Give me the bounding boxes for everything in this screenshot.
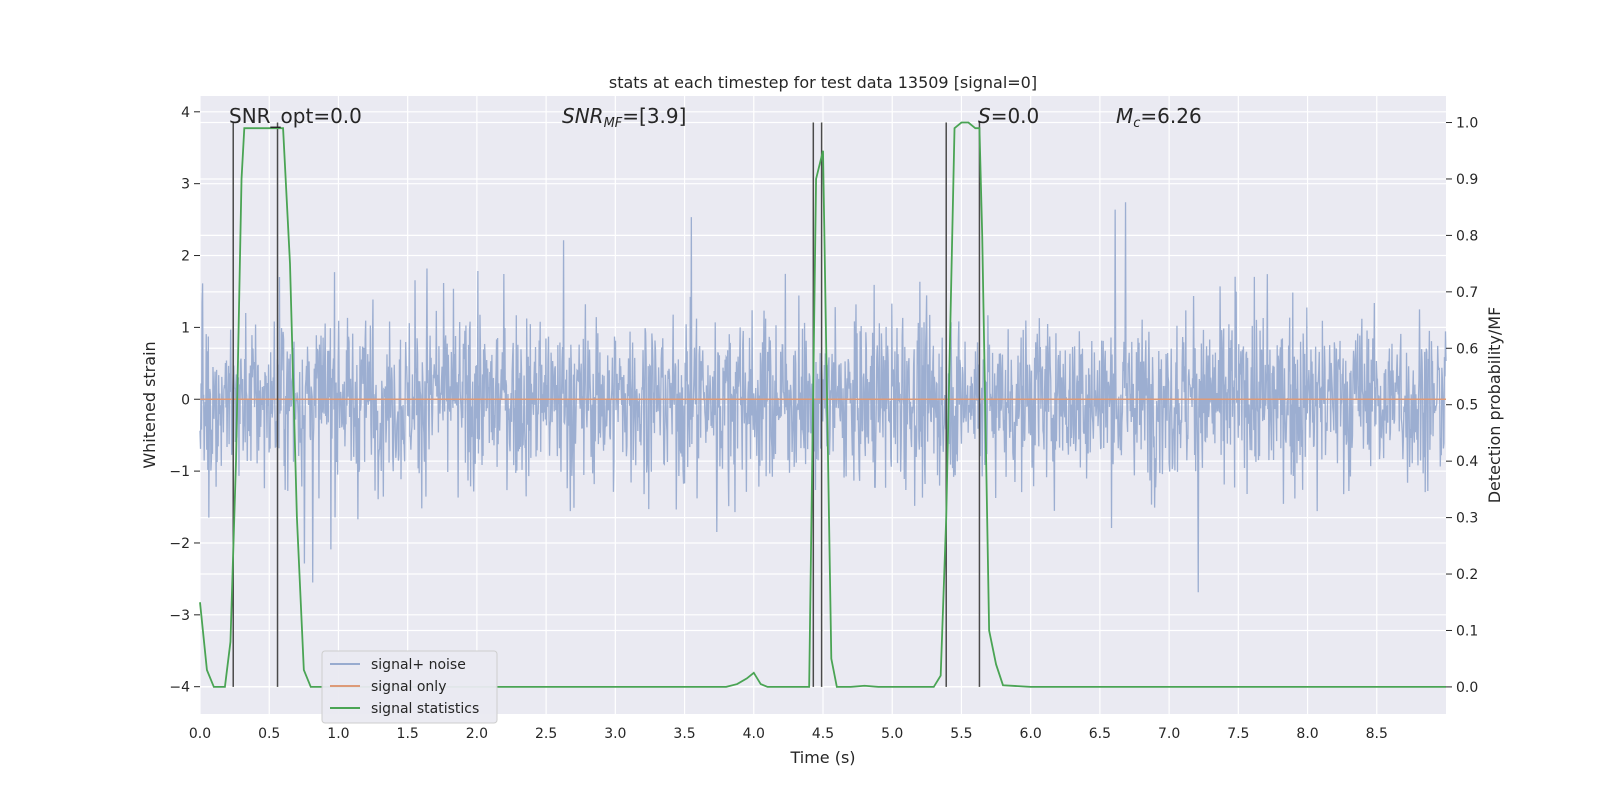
y-left-tick-label: 3 — [181, 177, 190, 193]
y-axis-left-label: Whitened strain — [140, 341, 159, 468]
annotation-snr-mf-prefix: SNR — [562, 104, 604, 128]
x-tick-label: 8.5 — [1366, 726, 1388, 742]
x-tick-label: 2.5 — [535, 726, 557, 742]
y-right-tick-label: 0.4 — [1456, 454, 1478, 470]
y-right-tick-label: 0.0 — [1456, 680, 1478, 696]
y-right-tick-label: 0.8 — [1456, 228, 1478, 244]
annotation-mc-sub: c — [1133, 116, 1140, 131]
x-tick-label: 3.0 — [604, 726, 626, 742]
annotation-s-prefix: S — [978, 104, 991, 128]
annotation-snr-opt: SNR_opt=0.0 — [229, 104, 362, 128]
annotation-snr-mf: SNRMF=[3.9] — [562, 104, 686, 131]
x-tick-label: 7.5 — [1227, 726, 1249, 742]
annotation-mc-prefix: M — [1116, 104, 1133, 128]
x-tick-label: 5.5 — [950, 726, 972, 742]
y-left-tick-label: −3 — [169, 608, 190, 624]
signal-statistics-series — [199, 121, 1446, 688]
x-tick-label: 1.0 — [327, 726, 349, 742]
y-right-tick-label: 0.2 — [1456, 567, 1478, 583]
x-axis-label: Time (s) — [789, 748, 855, 767]
x-tick-label: 4.0 — [743, 726, 765, 742]
y-left-tick-label: −2 — [169, 536, 190, 552]
x-tick-label: 0.0 — [189, 726, 211, 742]
x-tick-label: 3.5 — [673, 726, 695, 742]
x-tick-label: 8.0 — [1296, 726, 1318, 742]
legend-label-signal-statistics: signal statistics — [371, 701, 479, 717]
y-right-tick-label: 0.3 — [1456, 511, 1478, 527]
y-axis-right-label: Detection probability/MF — [1485, 307, 1504, 504]
y-left-tick-label: −1 — [169, 464, 190, 480]
tick-layer: 0.0 0.5 1.0 1.5 2.0 2.5 3.0 3.5 4.0 4.5 5.0 5.5 6.0 6… — [169, 105, 1478, 742]
x-tick-label: 4.5 — [812, 726, 834, 742]
x-tick-label: 6.5 — [1089, 726, 1111, 742]
y-right-tick-label: 0.5 — [1456, 398, 1478, 414]
y-right-tick-label: 1.0 — [1456, 116, 1478, 132]
x-tick-label: 1.5 — [397, 726, 419, 742]
annotation-snr-mf-value: =[3.9] — [622, 104, 686, 128]
vertical-markers — [232, 122, 981, 687]
y-left-tick-label: 2 — [181, 249, 190, 265]
signal-statistics-line — [199, 121, 1446, 688]
y-right-tick-label: 0.6 — [1456, 341, 1478, 357]
legend: signal+ noise signal only signal statist… — [321, 650, 498, 724]
y-right-tick-label: 0.7 — [1456, 285, 1478, 301]
legend-label-signal-only: signal only — [371, 679, 446, 695]
y-right-tick-label: 0.9 — [1456, 172, 1478, 188]
y-right-tick-label: 0.1 — [1456, 623, 1478, 639]
y-left-tick-label: −4 — [169, 680, 190, 696]
x-tick-label: 6.0 — [1020, 726, 1042, 742]
annotation-s: S=0.0 — [978, 104, 1039, 128]
chart-title: stats at each timestep for test data 135… — [609, 73, 1037, 92]
x-tick-label: 7.0 — [1158, 726, 1180, 742]
legend-label-signal-noise: signal+ noise — [371, 657, 466, 673]
x-tick-label: 2.0 — [466, 726, 488, 742]
annotation-mc-value: =6.26 — [1140, 104, 1201, 128]
legend-box — [321, 650, 498, 724]
annotation-s-value: =0.0 — [991, 104, 1040, 128]
annotation-mc: Mc=6.26 — [1116, 104, 1202, 131]
x-tick-label: 5.0 — [881, 726, 903, 742]
noise-trace — [199, 202, 1447, 593]
y-left-tick-label: 4 — [181, 105, 190, 121]
noise-series — [199, 202, 1447, 593]
x-tick-label: 0.5 — [258, 726, 280, 742]
annotation-snr-mf-sub: MF — [604, 116, 623, 131]
y-left-tick-label: 0 — [181, 392, 190, 408]
y-left-tick-label: 1 — [181, 320, 190, 336]
annotations: SNR_opt=0.0 SNRMF=[3.9] S=0.0 Mc=6.26 — [229, 104, 1202, 131]
